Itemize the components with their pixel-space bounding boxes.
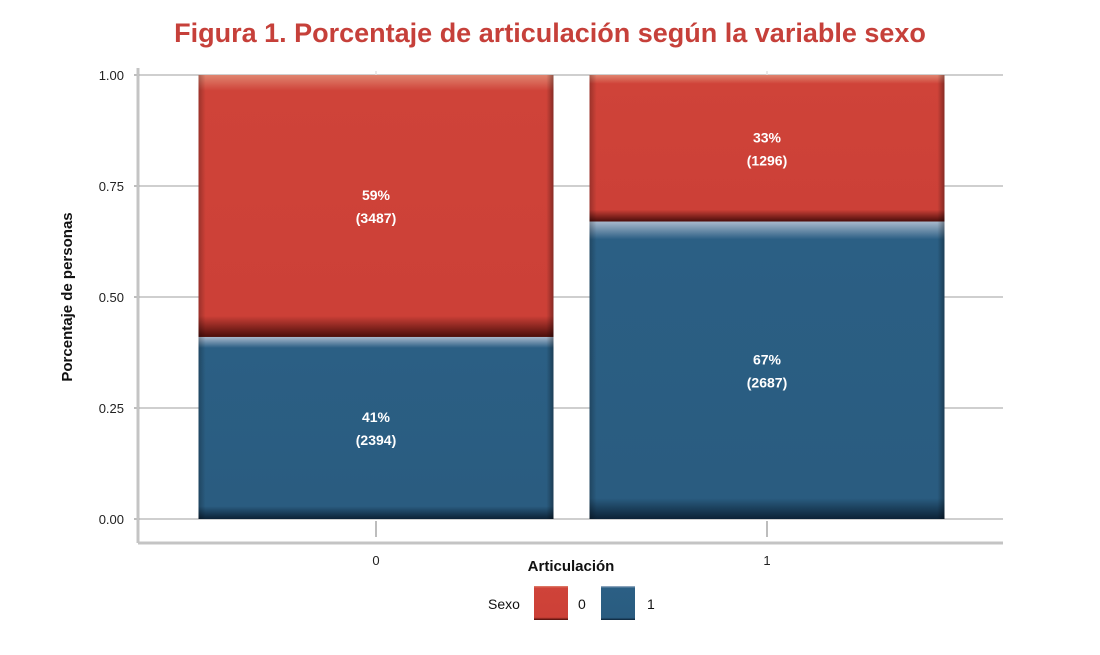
legend-swatch-0 — [534, 586, 568, 620]
legend: Sexo 0 1 — [488, 586, 655, 620]
chart-title: Figura 1. Porcentaje de articulación seg… — [174, 18, 926, 48]
y-tick-label: 0.25 — [99, 401, 124, 416]
bar-segment-shade — [198, 336, 554, 519]
bar-segment-shade — [589, 75, 945, 222]
y-tick-label: 0.00 — [99, 512, 124, 527]
bar-count-label: (2394) — [356, 432, 396, 448]
x-tick-label: 0 — [372, 553, 379, 568]
bar-percent-label: 33% — [753, 129, 782, 145]
y-tick-label: 1.00 — [99, 68, 124, 83]
y-axis-title: Porcentaje de personas — [59, 212, 76, 381]
bar-count-label: (2687) — [747, 374, 787, 390]
bar-percent-label: 59% — [362, 187, 391, 203]
bar-percent-label: 41% — [362, 409, 391, 425]
legend-swatch-1 — [601, 586, 635, 620]
bars — [198, 75, 945, 519]
bar-percent-label: 67% — [753, 351, 782, 367]
bar-count-label: (1296) — [747, 152, 787, 168]
x-axis-title: Articulación — [528, 558, 615, 575]
y-tick-label: 0.50 — [99, 290, 124, 305]
y-tick-label: 0.75 — [99, 179, 124, 194]
legend-title: Sexo — [488, 596, 520, 612]
bar-segment-shade — [198, 75, 554, 337]
x-tick-label: 1 — [763, 553, 770, 568]
bar-segment-shade — [589, 221, 945, 519]
bar-labels: 41% (2394) 59% (3487) 67% (2687) 33% (1296) — [356, 129, 787, 448]
legend-label-1: 1 — [647, 596, 655, 612]
legend-label-0: 0 — [578, 596, 586, 612]
bar-count-label: (3487) — [356, 210, 396, 226]
axes: 0.00 0.25 0.50 0.75 1.00 0 1 — [99, 68, 1003, 568]
